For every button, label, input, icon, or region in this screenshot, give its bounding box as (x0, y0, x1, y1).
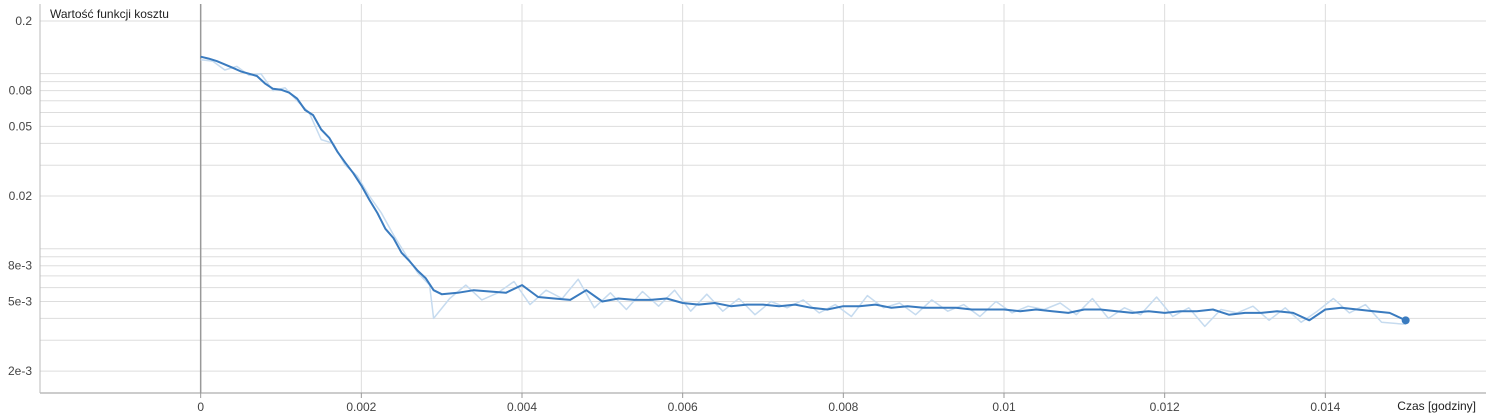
x-tick-label: 0.006 (668, 400, 698, 414)
last-point-marker (1401, 316, 1410, 325)
axis-layer (39, 4, 1486, 394)
x-tick-label: 0.01 (992, 400, 1016, 414)
x-tick-label: 0.002 (346, 400, 376, 414)
y-tick-label: 0.02 (9, 189, 33, 203)
tick-label-layer: 0 0.002 0.004 0.006 0.008 0.01 0.012 0.014 0.2 0.… (8, 14, 1341, 414)
x-tick-label: 0.004 (507, 400, 537, 414)
y-tick-label: 0.05 (9, 119, 33, 133)
smoothed-loss-line (200, 55, 1407, 322)
x-tick-label: 0.014 (1310, 400, 1340, 414)
x-axis-title: Czas [godziny] (1397, 399, 1476, 413)
y-tick-label: 5e-3 (8, 294, 32, 308)
raw-loss-line (200, 59, 1406, 328)
grid-layer (40, 4, 1486, 393)
y-tick-label: 0.2 (15, 14, 32, 28)
y-tick-label: 2e-3 (8, 364, 32, 378)
y-tick-label: 0.08 (9, 84, 33, 98)
x-tick-label: 0 (197, 400, 204, 414)
x-tick-label: 0.008 (828, 400, 858, 414)
y-axis-title: Wartość funkcji kosztu (50, 7, 169, 21)
series-layer (200, 55, 1410, 328)
x-tick-label: 0.012 (1150, 400, 1180, 414)
y-tick-label: 8e-3 (8, 259, 32, 273)
